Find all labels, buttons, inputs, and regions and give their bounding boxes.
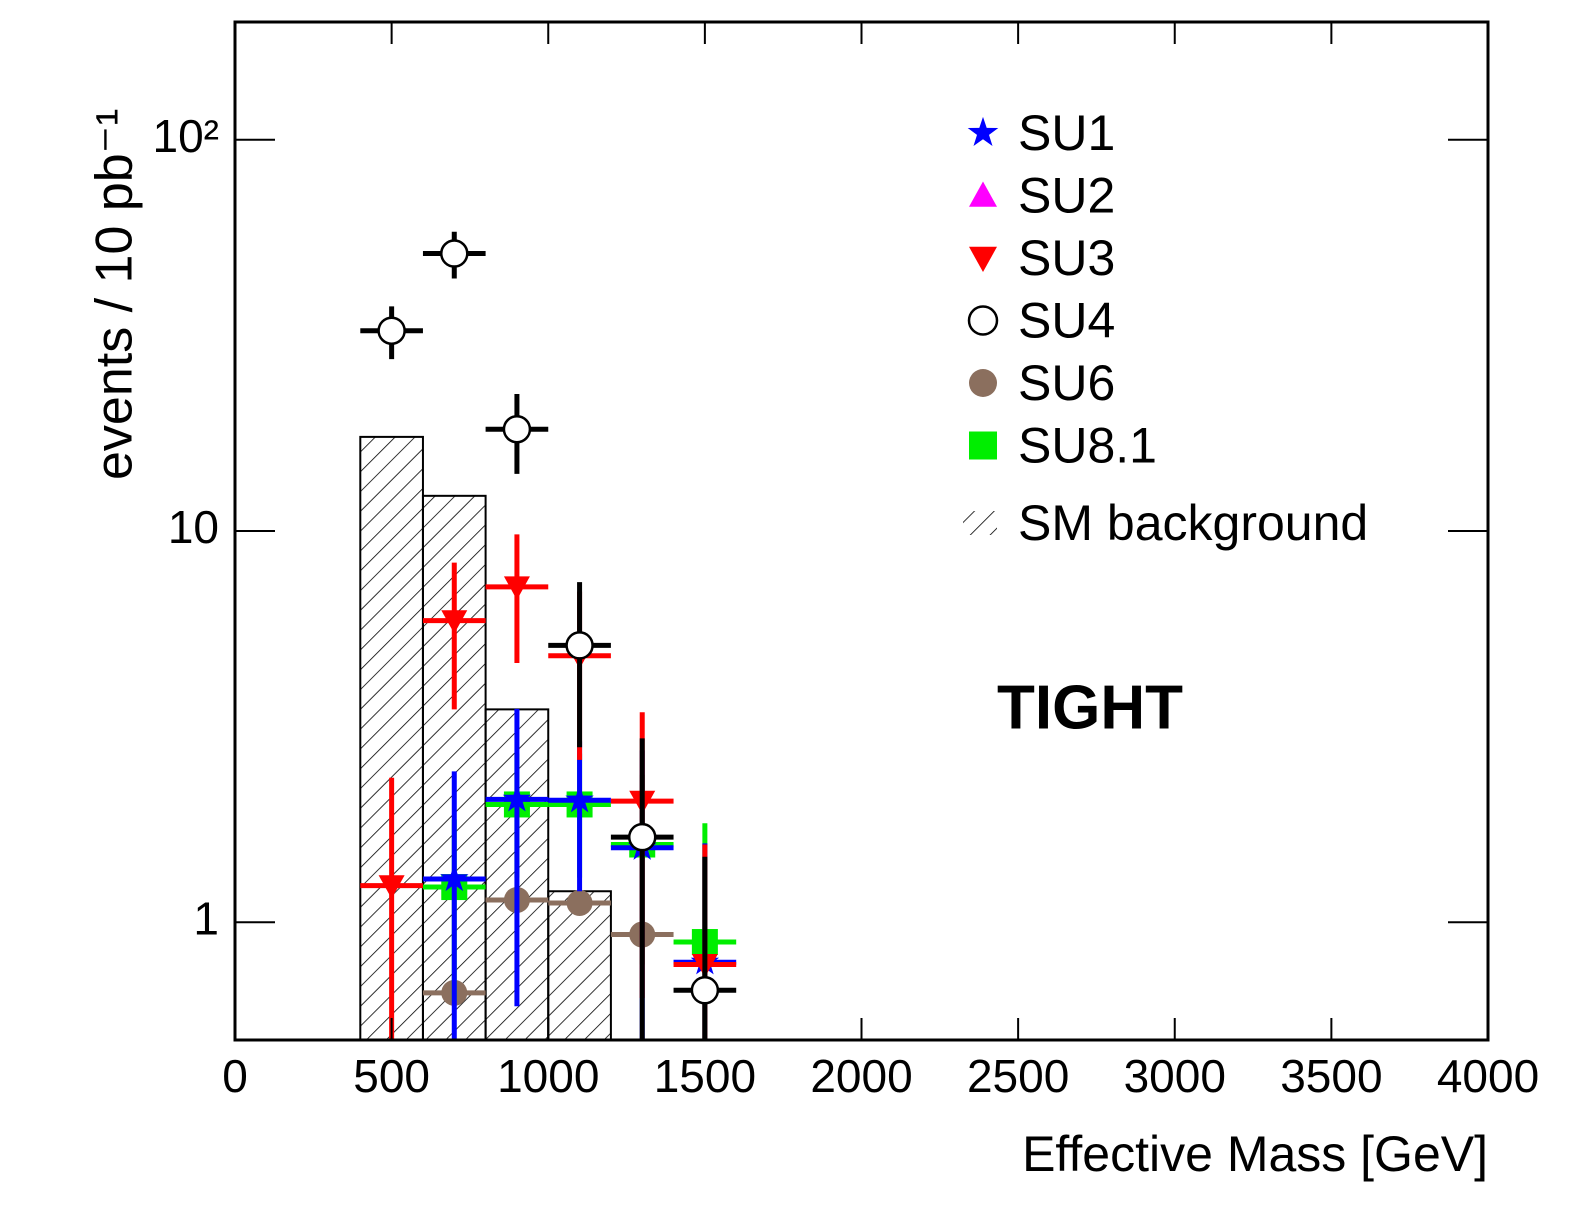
circle-marker: [969, 369, 997, 397]
circle-marker: [377, 316, 406, 345]
triangle-marker: [969, 246, 997, 272]
x-tick-label: 2500: [967, 1050, 1069, 1102]
legend-label: SU4: [1018, 293, 1115, 349]
plot-layer: [359, 231, 737, 1040]
y-axis-label: events / 10 pb⁻¹: [86, 109, 144, 480]
triangle-marker: [969, 181, 997, 207]
triangle-marker: [378, 875, 405, 899]
legend-label: SU2: [1018, 168, 1115, 224]
circle-marker: [565, 631, 594, 660]
legend-label: SU1: [1018, 105, 1115, 161]
y-tick-label: 10²: [153, 110, 219, 162]
legend-label: SU3: [1018, 230, 1115, 286]
y-tick-label: 1: [193, 892, 219, 944]
x-tick-label: 1500: [654, 1050, 756, 1102]
circle-marker: [566, 889, 593, 916]
star-marker: [502, 784, 532, 812]
circle-marker: [627, 822, 657, 852]
star-marker: [565, 785, 594, 813]
legend: SU1 SU2 SU3 SU4 SU6 SU8.1 SM background: [963, 105, 1368, 551]
x-tick-label: 500: [353, 1050, 430, 1102]
star-marker: [440, 864, 469, 892]
x-tick-label: 3000: [1124, 1050, 1226, 1102]
triangle-marker: [441, 610, 468, 634]
legend-label: SU8.1: [1018, 418, 1157, 474]
legend-label: SM background: [1018, 495, 1368, 551]
legend-hatch: [963, 511, 997, 535]
x-tick-label: 1000: [497, 1050, 599, 1102]
annotation: TIGHT: [997, 673, 1183, 742]
legend-label: SU6: [1018, 355, 1115, 411]
x-tick-label: 3500: [1280, 1050, 1382, 1102]
background-bar: [547, 890, 612, 1040]
circle-marker: [502, 415, 532, 444]
x-tick-label: 4000: [1437, 1050, 1539, 1102]
circle-marker: [440, 239, 469, 268]
triangle-marker: [503, 576, 530, 600]
star-marker: [967, 116, 999, 146]
square-marker: [969, 431, 997, 460]
circle-marker: [967, 305, 999, 336]
x-axis-label: Effective Mass [GeV]: [1022, 1126, 1488, 1182]
circle-marker: [690, 976, 720, 1005]
x-tick-label: 0: [222, 1050, 248, 1102]
x-tick-label: 2000: [810, 1050, 912, 1102]
y-tick-label: 10: [168, 501, 219, 553]
